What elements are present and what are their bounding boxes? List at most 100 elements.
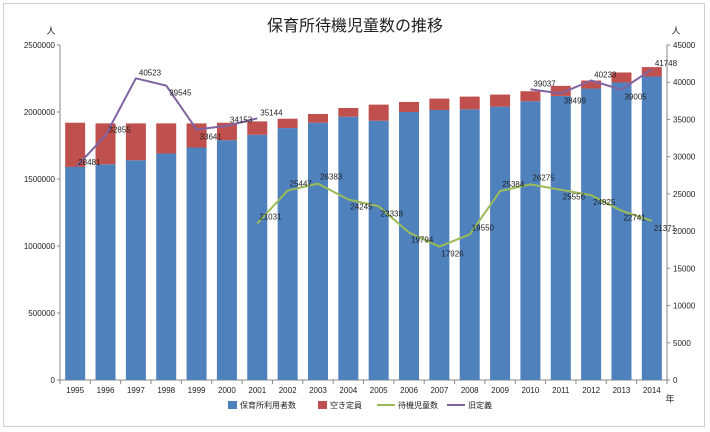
x-axis-tick-label: 2003	[309, 386, 327, 395]
legend: 保育所利用者数 空き定員 待機児童数 旧定義	[228, 400, 492, 410]
x-axis-tick-label: 1998	[157, 386, 175, 395]
old-definition-line	[530, 68, 653, 95]
bar-vacancy	[277, 118, 298, 129]
bar-users	[307, 122, 328, 380]
waiting-children-data-label: 24245	[350, 203, 373, 212]
waiting-children-data-label: 24825	[593, 198, 616, 207]
x-axis-tick-label: 2007	[430, 386, 448, 395]
bar-vacancy	[247, 121, 268, 135]
legend-vacancy-label: 空き定員	[330, 400, 362, 410]
waiting-children-data-label: 25447	[290, 180, 313, 189]
bar-users	[247, 134, 268, 380]
right-axis-tick-label: 35000	[673, 115, 696, 124]
bar-vacancy	[338, 107, 359, 117]
left-axis-unit: 人	[46, 26, 55, 37]
right-axis-tick-label: 20000	[673, 227, 696, 236]
x-axis-tick-label: 1996	[97, 386, 115, 395]
bar-vacancy	[125, 123, 146, 161]
axes: 0 500000 1000000 1500000 2000000 2500000 0 5000…	[24, 41, 696, 395]
bar-users	[65, 166, 86, 380]
old-definition-data-label: 33641	[200, 133, 223, 142]
right-axis-tick-label: 25000	[673, 190, 696, 199]
x-axis-tick-label: 2001	[248, 386, 266, 395]
left-axis-tick-label: 2000000	[24, 108, 56, 117]
bar-users	[550, 95, 571, 381]
x-axis-tick-label: 2010	[522, 386, 540, 395]
bar-users	[368, 120, 389, 381]
x-axis-tick-label: 2011	[552, 386, 570, 395]
chart-title: 保育所待機児童数の推移	[267, 16, 443, 35]
data-labels-layer: 21031 25447 26383 24245 23338 19794 17926 19550…	[78, 59, 677, 258]
right-axis-tick-label: 15000	[673, 264, 696, 273]
waiting-children-data-label: 25556	[563, 193, 586, 202]
bar-vacancy	[429, 98, 450, 110]
waiting-children-data-label: 17926	[441, 250, 464, 259]
old-definition-data-label: 32855	[109, 125, 132, 134]
left-axis-tick-label: 0	[51, 376, 56, 385]
waiting-children-line	[256, 182, 653, 248]
bar-vacancy	[490, 94, 511, 107]
old-definition-data-label: 40523	[139, 68, 162, 77]
bar-users	[156, 153, 177, 380]
legend-old-definition-label: 旧定義	[468, 400, 492, 410]
old-definition-data-label: 39005	[624, 93, 647, 102]
x-axis-tick-label: 2012	[582, 386, 600, 395]
left-axis-tick-label: 500000	[28, 309, 55, 318]
bar-users	[399, 112, 420, 380]
bar-vacancy	[550, 85, 571, 96]
x-axis-tick-label: 2013	[613, 386, 631, 395]
bar-vacancy	[399, 101, 420, 112]
bar-users	[641, 76, 662, 381]
x-axis-tick-label: 2009	[491, 386, 509, 395]
bar-users	[338, 116, 359, 380]
x-axis-tick-label: 2008	[461, 386, 479, 395]
old-definition-data-label: 41748	[655, 59, 678, 68]
left-axis-tick-label: 1500000	[24, 175, 56, 184]
old-definition-data-label: 38499	[564, 96, 587, 105]
waiting-children-data-label: 22741	[623, 214, 646, 223]
left-axis-tick-label: 2500000	[24, 41, 56, 50]
old-definition-data-label: 35144	[260, 108, 283, 117]
x-axis-tick-label: 2004	[339, 386, 357, 395]
waiting-children-data-label: 21031	[259, 212, 282, 221]
x-axis-tick-label: 2006	[400, 386, 418, 395]
left-axis-tick-label: 1000000	[24, 242, 56, 251]
right-axis-tick-label: 45000	[673, 41, 696, 50]
old-definition-data-label: 40233	[594, 70, 617, 79]
bar-users	[216, 140, 237, 380]
legend-waiting-label: 待機児童数	[398, 400, 438, 410]
waiting-children-data-label: 26275	[532, 173, 555, 182]
right-axis-tick-label: 40000	[673, 78, 696, 87]
right-axis-tick-label: 0	[673, 376, 678, 385]
right-axis-tick-label: 5000	[673, 339, 691, 348]
x-axis-tick-label: 1997	[127, 386, 145, 395]
waiting-children-data-label: 21371	[654, 224, 677, 233]
bar-users	[125, 160, 146, 380]
bar-users	[490, 106, 511, 380]
waiting-children-data-label: 19550	[472, 223, 495, 232]
bar-users	[277, 128, 298, 380]
legend-vacancy-swatch	[318, 401, 327, 409]
x-axis-tick-label: 1995	[66, 386, 84, 395]
bar-vacancy	[641, 67, 662, 77]
legend-users-swatch	[228, 401, 237, 409]
x-axis-tick-label: 2002	[279, 386, 297, 395]
bar-vacancy	[520, 91, 541, 102]
x-axis-tick-label: 1999	[188, 386, 206, 395]
legend-users-label: 保育所利用者数	[240, 400, 296, 410]
bar-users	[520, 101, 541, 380]
x-axis-tick-label: 2000	[218, 386, 236, 395]
bar-vacancy	[581, 80, 602, 89]
old-definition-line	[74, 77, 258, 169]
bar-vacancy	[65, 122, 86, 167]
bar-vacancy	[459, 96, 480, 110]
waiting-children-data-label: 23338	[381, 209, 404, 218]
x-axis-tick-label: 2014	[643, 386, 661, 395]
bar-vacancy	[368, 104, 389, 121]
lines-layer	[74, 68, 653, 248]
waiting-children-data-label: 26383	[320, 173, 343, 182]
bar-users	[459, 109, 480, 380]
bar-users	[611, 82, 632, 381]
old-definition-data-label: 28481	[78, 158, 101, 167]
